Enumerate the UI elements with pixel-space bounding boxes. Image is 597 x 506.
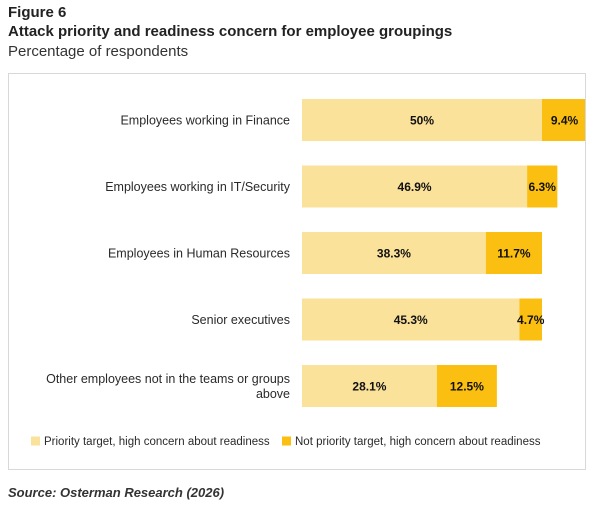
category-label: Senior executives xyxy=(191,313,290,327)
bar-segment-not-priority xyxy=(519,298,542,341)
chart-title: Attack priority and readiness concern fo… xyxy=(8,23,453,40)
figure-label: Figure 6 xyxy=(8,4,67,21)
data-label: 28.1% xyxy=(352,380,386,394)
bar-segment-not-priority xyxy=(527,165,558,208)
source-note: Source: Osterman Research (2026) xyxy=(8,485,225,500)
bar-segment-priority xyxy=(302,165,528,208)
data-label: 45.3% xyxy=(394,313,428,327)
data-label: 38.3% xyxy=(377,247,411,261)
data-label: 9.4% xyxy=(551,114,579,128)
category-label: Employees working in IT/Security xyxy=(105,180,291,194)
bar-segment-not-priority xyxy=(485,232,542,274)
data-label: 46.9% xyxy=(398,180,432,194)
bar-segment-not-priority xyxy=(542,99,585,141)
legend-swatch xyxy=(31,436,40,446)
chart-subtitle: Percentage of respondents xyxy=(8,43,189,60)
category-label: Other employees not in the teams or grou… xyxy=(46,372,290,401)
bar-segment-priority xyxy=(302,232,486,274)
legend-label: Not priority target, high concern about … xyxy=(295,436,541,448)
category-label: Employees in Human Resources xyxy=(108,247,290,261)
data-label: 6.3% xyxy=(529,180,557,194)
data-label: 4.7% xyxy=(517,313,545,327)
bar-segment-priority xyxy=(302,298,520,341)
data-label: 12.5% xyxy=(450,380,484,394)
category-label: Employees working in Finance xyxy=(120,114,290,128)
chart-area: Employees working in Finance 50% 9.4% Emplo… xyxy=(8,73,586,470)
data-label: 11.7% xyxy=(497,247,531,261)
bar-segment-not-priority xyxy=(436,365,497,407)
legend-swatch xyxy=(282,436,291,446)
bar-segment-priority xyxy=(302,365,437,407)
legend-label: Priority target, high concern about read… xyxy=(44,436,270,448)
bar-segment-priority xyxy=(302,99,542,141)
stacked-bar-chart: Employees working in Finance 50% 9.4% Emplo… xyxy=(31,99,585,448)
data-label: 50% xyxy=(410,114,434,128)
